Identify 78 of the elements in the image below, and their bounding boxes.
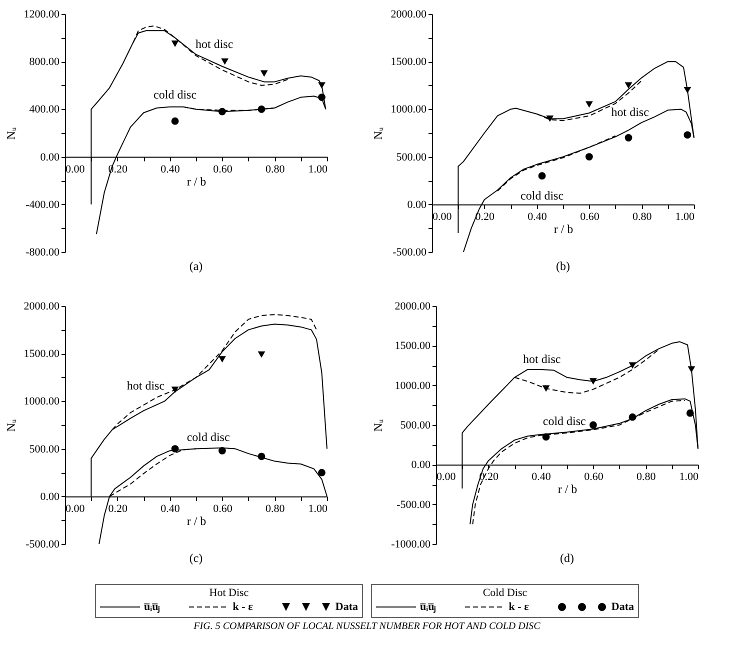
caption: FIG. 5 COMPARISON OF LOCAL NUSSELT NUMBER FOR HOT AND COLD DISC xyxy=(192,621,542,632)
y-tick-label: -500.00 xyxy=(392,246,427,258)
y-tick-label: 0.00 xyxy=(411,459,431,472)
x-tick-label: 0.60 xyxy=(213,502,233,515)
y-tick-label: 500.00 xyxy=(396,151,427,164)
x-tick-label: 1.00 xyxy=(679,471,699,484)
x-tick-label: 0.40 xyxy=(160,163,180,176)
annotation: hot disc xyxy=(611,105,649,120)
y-tick-label: 0.00 xyxy=(40,490,60,503)
y-axis-title: Nᵤ xyxy=(4,419,18,432)
x-tick-label: 0.80 xyxy=(636,471,656,484)
x-tick-label: 0.40 xyxy=(160,502,180,515)
y-axis-title: Nᵤ xyxy=(370,127,385,140)
x-tick-label: 0.20 xyxy=(475,210,496,223)
y-axis-title: Nᵤ xyxy=(371,419,386,432)
legend-title: Cold Disc xyxy=(482,586,528,600)
y-tick-label: -500.00 xyxy=(26,538,60,550)
y-tick-label: 1200.00 xyxy=(24,8,60,20)
x-tick-label: 0.00 xyxy=(66,502,86,515)
legend-label: u̅ᵢu̅ⱼ xyxy=(144,600,160,614)
text: (c) xyxy=(189,551,203,565)
y-tick-label: 400.00 xyxy=(29,104,60,116)
x-tick-label: 0.60 xyxy=(584,471,604,484)
y-tick-label: -500.00 xyxy=(396,498,431,511)
x-tick-label: 0.40 xyxy=(528,210,548,223)
x-tick-label: 0.60 xyxy=(213,163,233,176)
annotation: cold disc xyxy=(186,430,230,444)
x-tick-label: 0.60 xyxy=(580,210,600,223)
y-tick-label: 1000.00 xyxy=(394,380,431,392)
annotation: cold disc xyxy=(154,87,197,102)
y-tick-label: -1000.00 xyxy=(391,538,431,550)
y-tick-label: 0.00 xyxy=(407,198,427,211)
legend-label: u̅ᵢu̅ⱼ xyxy=(420,600,436,614)
x-tick-label: 0.00 xyxy=(436,471,456,484)
y-tick-label: 2000.00 xyxy=(390,8,427,20)
line-series xyxy=(514,349,660,394)
y-tick-label: 500.00 xyxy=(400,420,431,432)
y-tick-label: 1000.00 xyxy=(24,396,60,408)
y-tick-label: 0.00 xyxy=(40,151,60,164)
y-tick-label: 1000.00 xyxy=(390,104,427,116)
legend-title: Hot Disc xyxy=(208,586,250,600)
x-tick-label: 0.80 xyxy=(265,163,286,176)
annotation: hot disc xyxy=(196,37,234,52)
annotation: hot disc xyxy=(126,378,165,393)
x-tick-label: 1.00 xyxy=(675,210,695,223)
legend-label: k - ε xyxy=(232,600,253,614)
x-tick-label: 0.00 xyxy=(432,210,452,223)
x-tick-label: 1.00 xyxy=(308,502,328,515)
x-tick-label: 0.00 xyxy=(66,163,86,176)
y-tick-label: 1500.00 xyxy=(24,348,60,360)
y-tick-label: -800.00 xyxy=(26,246,60,258)
legend-label: Data xyxy=(611,600,634,614)
y-tick-label: -400.00 xyxy=(26,198,60,211)
legend-label: k - ε xyxy=(508,600,529,614)
x-tick-label: 0.20 xyxy=(108,502,128,515)
x-tick-label: 0.80 xyxy=(265,502,286,515)
y-tick-label: 2000.00 xyxy=(24,300,60,312)
text: (a) xyxy=(189,259,203,273)
y-tick-label: 1500.00 xyxy=(394,340,431,352)
x-axis-title: r / b xyxy=(186,514,206,528)
annotation: cold disc xyxy=(520,188,564,202)
y-axis-title: Nᵤ xyxy=(4,127,18,140)
x-axis-title: r / b xyxy=(558,482,578,496)
line-series xyxy=(497,135,616,192)
y-tick-label: 1500.00 xyxy=(390,56,427,68)
y-tick-label: 800.00 xyxy=(29,56,60,68)
legend-label: Data xyxy=(335,600,358,614)
x-tick-label: 0.80 xyxy=(632,210,652,223)
x-tick-label: 0.40 xyxy=(532,471,552,484)
y-tick-label: 500.00 xyxy=(29,443,60,456)
y-tick-label: 2000.00 xyxy=(394,300,431,312)
x-axis-title: r / b xyxy=(186,174,206,188)
x-axis-title: r / b xyxy=(554,222,574,236)
annotation: hot disc xyxy=(523,352,561,366)
text: (d) xyxy=(560,551,574,565)
annotation: cold disc xyxy=(542,414,586,428)
x-tick-label: 1.00 xyxy=(308,163,328,176)
text: (b) xyxy=(556,259,570,273)
